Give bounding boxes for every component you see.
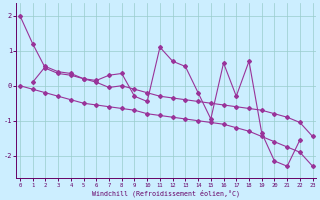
X-axis label: Windchill (Refroidissement éolien,°C): Windchill (Refroidissement éolien,°C) (92, 189, 240, 197)
